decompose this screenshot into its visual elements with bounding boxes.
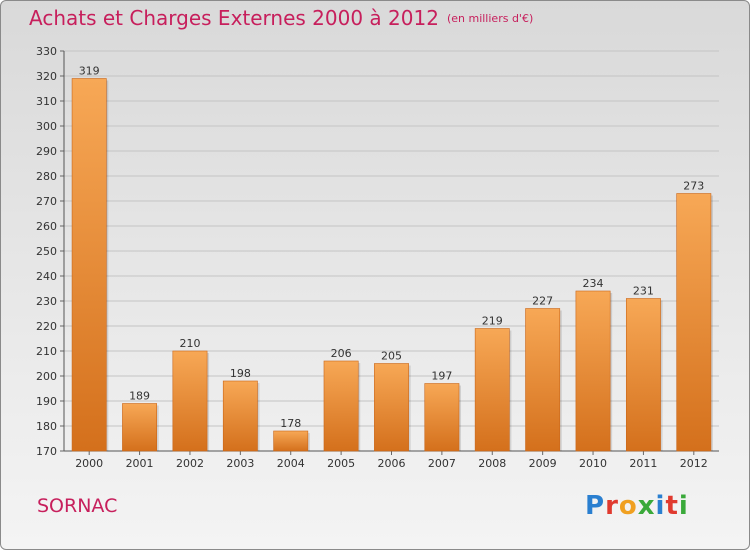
x-tick-label: 2008 xyxy=(478,457,506,470)
bar-2010 xyxy=(575,290,611,452)
x-tick-label: 2003 xyxy=(226,457,254,470)
logo-letter: i xyxy=(678,491,689,521)
x-tick-label: 2001 xyxy=(126,457,154,470)
bar-2004 xyxy=(273,430,309,452)
x-tick-label: 2004 xyxy=(277,457,305,470)
x-tick-label: 2000 xyxy=(75,457,103,470)
logo-letter: o xyxy=(618,491,638,521)
value-label: 206 xyxy=(331,347,352,360)
bar-2007 xyxy=(424,383,460,452)
bar-2009 xyxy=(525,308,561,452)
bars xyxy=(71,78,713,452)
value-label: 210 xyxy=(179,337,200,350)
bar-2000 xyxy=(71,78,107,452)
x-tick-label: 2009 xyxy=(529,457,557,470)
x-tick-label: 2007 xyxy=(428,457,456,470)
x-tick-label: 2010 xyxy=(579,457,607,470)
y-tick-labels: 170 180 190 200 210 220 230 240 250 260 270 280 290 3… xyxy=(36,45,57,458)
y-tick-label: 170 xyxy=(36,445,57,458)
value-label: 178 xyxy=(280,417,301,430)
y-tick-label: 320 xyxy=(36,70,57,83)
logo-letter: P xyxy=(585,491,606,521)
logo-letter: r xyxy=(605,491,619,521)
y-tick-label: 260 xyxy=(36,220,57,233)
value-label: 219 xyxy=(482,315,503,328)
value-label: 197 xyxy=(431,370,452,383)
bar-2001 xyxy=(122,403,158,452)
bar-2005 xyxy=(323,360,359,452)
y-tick-label: 250 xyxy=(36,245,57,258)
logo-letter: i xyxy=(655,491,666,521)
bar-2012 xyxy=(676,193,712,452)
value-label: 319 xyxy=(79,65,100,78)
chart-subtitle: (en milliers d'€) xyxy=(446,12,534,25)
y-tick-label: 270 xyxy=(36,195,57,208)
x-tick-label: 2005 xyxy=(327,457,355,470)
y-tick-label: 200 xyxy=(36,370,57,383)
value-labels: 319 189 210 198 178 206 205 197 219 227 234 231 273 xyxy=(79,65,705,431)
x-tick-label: 2006 xyxy=(378,457,406,470)
x-tick-label: 2012 xyxy=(680,457,708,470)
x-tick-labels: 2000 2001 2002 2003 2004 2005 2006 2007 2008 2009… xyxy=(75,457,708,470)
commune-name: SORNAC xyxy=(37,495,118,517)
y-tick-label: 230 xyxy=(36,295,57,308)
value-label: 198 xyxy=(230,367,251,380)
y-tick-label: 190 xyxy=(36,395,57,408)
y-tick-label: 330 xyxy=(36,45,57,58)
y-tick-label: 280 xyxy=(36,170,57,183)
bar-2006 xyxy=(374,363,409,452)
logo-letter: t xyxy=(665,491,679,521)
value-label: 205 xyxy=(381,350,402,363)
bar-2011 xyxy=(625,298,661,452)
value-label: 189 xyxy=(129,390,150,403)
value-label: 234 xyxy=(583,277,604,290)
bar-2008 xyxy=(474,328,510,452)
y-tick-label: 180 xyxy=(36,420,57,433)
chart-title-text: Achats et Charges Externes 2000 à 2012 xyxy=(29,6,439,30)
value-label: 227 xyxy=(532,295,553,308)
y-tick-label: 240 xyxy=(36,270,57,283)
bar-2002 xyxy=(172,350,208,452)
x-tick-label: 2011 xyxy=(629,457,657,470)
logo-letter: x xyxy=(637,491,656,521)
proxiti-logo: Proxiti xyxy=(585,491,689,521)
y-tick-label: 290 xyxy=(36,145,57,158)
y-tick-label: 310 xyxy=(36,95,57,108)
y-tick-label: 300 xyxy=(36,120,57,133)
value-label: 273 xyxy=(683,180,704,193)
x-tick-label: 2002 xyxy=(176,457,204,470)
chart-title: Achats et Charges Externes 2000 à 2012 (e… xyxy=(29,6,533,30)
bar-2003 xyxy=(222,380,258,452)
y-tick-label: 220 xyxy=(36,320,57,333)
y-tick-label: 210 xyxy=(36,345,57,358)
value-label: 231 xyxy=(633,285,654,298)
